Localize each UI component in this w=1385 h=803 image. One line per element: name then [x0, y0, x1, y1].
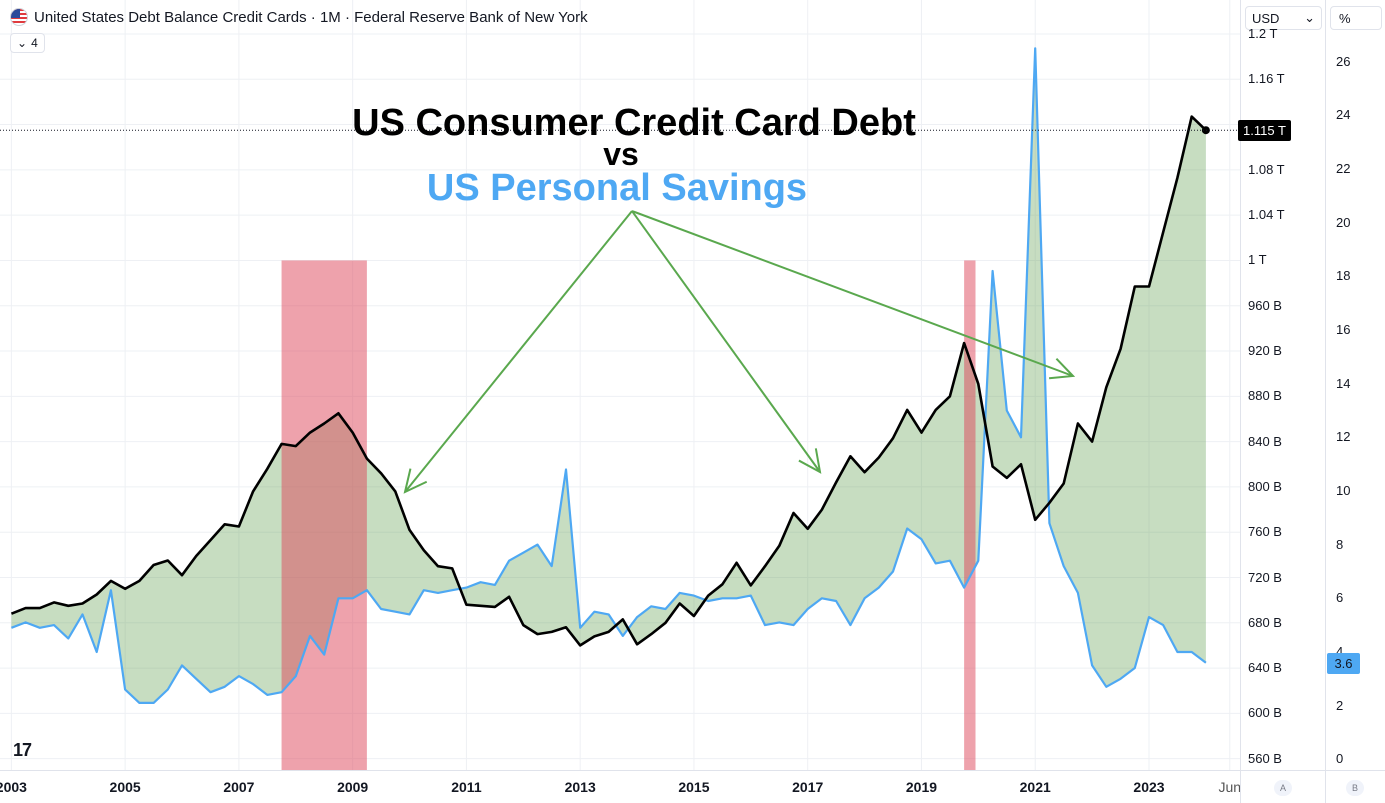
percent-tick-label: 26 — [1336, 53, 1351, 69]
tradingview-logo: 17 — [13, 740, 32, 760]
arrow-head-1 — [403, 468, 428, 494]
time-tick-label: 2021 — [1019, 779, 1051, 795]
annotation-title-savings: US Personal Savings — [427, 167, 807, 209]
chart-pane[interactable]: US Consumer Credit Card Debt vs US Perso… — [0, 0, 1240, 770]
time-tick-label: 2013 — [564, 779, 596, 795]
grid-lines — [0, 0, 1240, 770]
percent-tick-label: 8 — [1336, 536, 1344, 552]
usd-tick-label: 1.04 T — [1248, 207, 1285, 223]
arrow-head-3 — [1049, 357, 1076, 380]
percent-tick-label: 6 — [1336, 590, 1344, 606]
percent-tick-label: 16 — [1336, 322, 1351, 337]
usd-tick-label: 920 B — [1248, 343, 1282, 359]
time-tick-label: 2011 — [451, 779, 482, 795]
percent-select[interactable]: % — [1330, 6, 1382, 30]
usd-tick-label: 1.2 T — [1248, 25, 1278, 41]
annotation-arrows — [403, 210, 1076, 494]
percent-tick-label: 18 — [1336, 268, 1351, 284]
time-tick-label: 2003 — [0, 779, 27, 795]
usd-tick-label: 880 B — [1248, 388, 1282, 404]
chevron-down-icon: ⌄ — [1304, 10, 1315, 25]
time-tick-label: 2005 — [109, 779, 141, 795]
usd-tick-label: 560 B — [1248, 750, 1282, 766]
usd-tick-label: 600 B — [1248, 705, 1282, 721]
usd-tick-label: 760 B — [1248, 524, 1282, 540]
usd-tick-label: 800 B — [1248, 478, 1282, 494]
chevron-down-icon: ⌄ — [17, 36, 28, 50]
recession-band-1 — [281, 260, 367, 770]
auto-scale-corner[interactable]: A — [1240, 770, 1325, 803]
last-point-marker — [1201, 126, 1210, 135]
time-tick-label: Jun — [1218, 779, 1242, 795]
scale-b-button[interactable]: B — [1346, 780, 1364, 796]
last-savings-badge: 3.6 — [1327, 652, 1360, 674]
usd-tick-label: 680 B — [1248, 614, 1282, 630]
percent-tick-label: 12 — [1336, 429, 1351, 445]
time-scale[interactable]: 2003 2005 2007 2009 2011 2013 2015 2017 2019 2021… — [0, 770, 1242, 803]
series-line-debt — [10, 115, 1207, 647]
time-tick-label: 2015 — [678, 779, 710, 795]
currency-value: USD — [1252, 10, 1280, 26]
usd-tick-label: 640 B — [1248, 660, 1282, 676]
us-flag-icon — [10, 8, 28, 26]
time-tick-label: 2009 — [337, 779, 369, 795]
usd-tick-label: 720 B — [1248, 569, 1282, 585]
annotation-arrow-3 — [631, 210, 1074, 377]
percent-tick-label: 0 — [1336, 751, 1344, 767]
usd-tick-label: 960 B — [1248, 297, 1282, 313]
usd-tick-label: 1 T — [1248, 252, 1267, 268]
usd-tick-label: 1.08 T — [1248, 161, 1285, 177]
percent-tick-label: 22 — [1336, 161, 1351, 177]
time-tick-label: 2023 — [1133, 779, 1165, 795]
usd-tick-label: 840 B — [1248, 433, 1282, 449]
indicator-toggle-button[interactable]: ⌄ 4 — [10, 33, 45, 53]
percent-tick-label: 14 — [1336, 375, 1351, 391]
price-scale-usd[interactable]: USD ⌄ 560 B 600 B 640 B 680 B 720 B 760 B 800 … — [1238, 0, 1325, 770]
legend-title: United States Debt Balance Credit Cards … — [34, 8, 588, 26]
percent-tick-label: 4 — [1336, 643, 1344, 659]
chart-canvas[interactable]: US Consumer Credit Card Debt vs US Perso… — [0, 0, 1240, 770]
indicator-count: 4 — [31, 36, 38, 50]
series-lines — [10, 47, 1210, 704]
time-tick-label: 2017 — [792, 779, 824, 795]
annotation-title-vs: vs — [603, 136, 639, 172]
percent-tick-label: 2 — [1336, 697, 1344, 713]
currency-select[interactable]: USD ⌄ — [1245, 6, 1322, 30]
annotation-arrow-2 — [631, 210, 821, 473]
recession-bands — [281, 260, 976, 770]
annotation-arrow-1 — [404, 210, 633, 493]
time-tick-label: 2019 — [905, 779, 938, 795]
auto-scale-button[interactable]: A — [1274, 780, 1292, 796]
percent-tick-label: 10 — [1336, 482, 1351, 498]
percent-tick-label: 24 — [1336, 107, 1351, 123]
percent-tick-label: 20 — [1336, 214, 1351, 230]
recession-band-2 — [964, 260, 976, 770]
series-line-savings — [11, 47, 1207, 704]
time-tick-label: 2007 — [223, 779, 255, 795]
price-scale-percent[interactable]: % 0 2 4 6 8 10 12 14 16 18 20 22 24 26 3.6 — [1325, 0, 1385, 770]
last-debt-badge: 1.115 T — [1238, 120, 1291, 142]
log-scale-corner[interactable]: B — [1325, 770, 1385, 803]
arrow-head-2 — [798, 448, 822, 474]
annotation-title-debt: US Consumer Credit Card Debt — [352, 102, 916, 144]
chart-legend[interactable]: United States Debt Balance Credit Cards … — [10, 8, 588, 26]
usd-tick-label: 1.16 T — [1248, 71, 1285, 87]
